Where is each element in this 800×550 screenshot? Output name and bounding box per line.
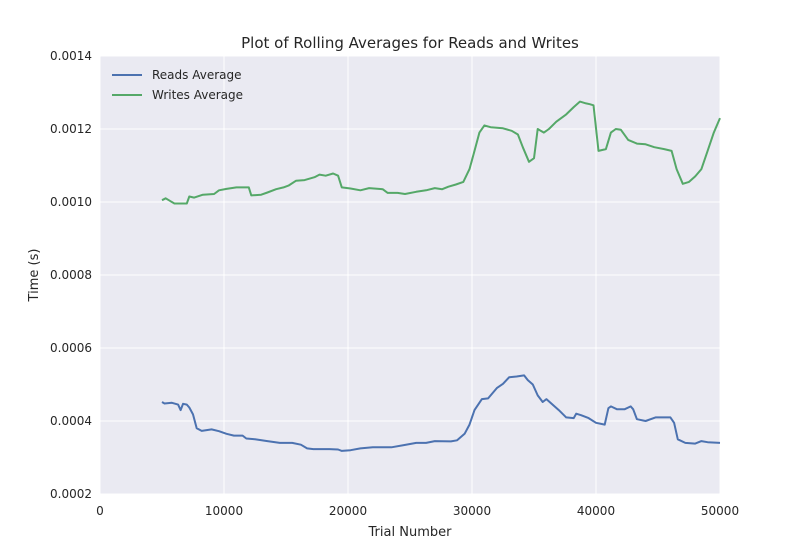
x-tick-label: 10000 <box>205 504 243 518</box>
tick-labels: 0 10000 20000 30000 40000 50000 0.0002 0.0004 0.… <box>50 49 739 518</box>
x-tick-label: 20000 <box>329 504 367 518</box>
x-tick-label: 30000 <box>453 504 491 518</box>
y-tick-label: 0.0008 <box>50 268 92 282</box>
x-tick-label: 0 <box>96 504 104 518</box>
y-tick-label: 0.0004 <box>50 414 92 428</box>
reads-average-line <box>161 374 721 452</box>
y-tick-label: 0.0002 <box>50 487 92 501</box>
legend-entry: Reads Average <box>152 68 242 82</box>
legend-entry: Writes Average <box>152 88 243 102</box>
y-tick-label: 0.0012 <box>50 122 92 136</box>
x-tick-label: 40000 <box>577 504 615 518</box>
y-tick-label: 0.0014 <box>50 49 92 63</box>
series-lines <box>161 100 721 452</box>
x-tick-label: 50000 <box>701 504 739 518</box>
writes-average-line <box>161 100 721 205</box>
grid <box>99 55 721 495</box>
y-axis-label: Time (s) <box>27 249 42 303</box>
legend: Reads Average Writes Average <box>112 68 243 102</box>
y-tick-label: 0.0006 <box>50 341 92 355</box>
y-tick-label: 0.0010 <box>50 195 92 209</box>
x-axis-label: Trial Number <box>368 525 453 540</box>
chart-title: Plot of Rolling Averages for Reads and W… <box>241 34 579 52</box>
